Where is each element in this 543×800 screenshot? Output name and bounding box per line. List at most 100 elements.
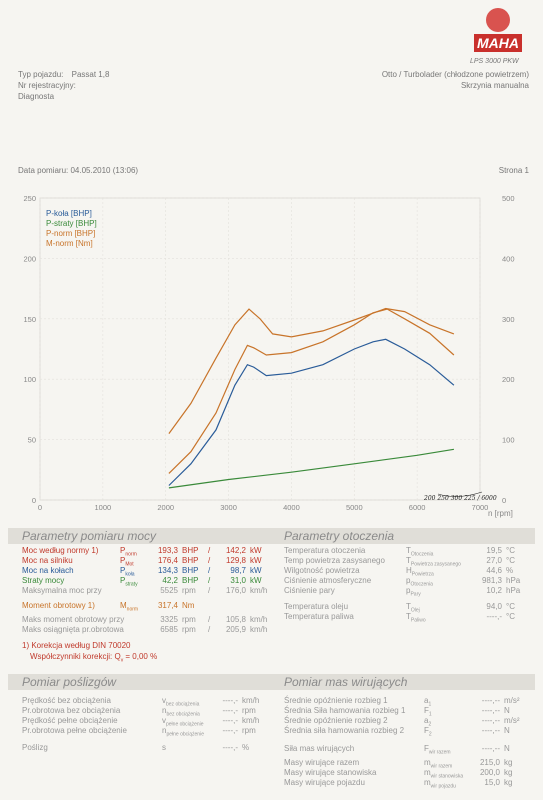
symbol-subscript: pełne obciążenie xyxy=(166,731,204,738)
ambient-label: Temp powietrza zasysanego xyxy=(284,556,385,565)
x-tick-label: 3000 xyxy=(220,503,237,512)
mass-unit: kg xyxy=(504,778,513,787)
power-row: Maksymalna moc przy 5525 rpm / 176,0 km/h xyxy=(22,586,282,596)
y-left-tick-label: 100 xyxy=(23,375,36,384)
correction-factor-sub: v xyxy=(120,657,124,664)
row-value-1: 3325 xyxy=(160,615,178,624)
row-unit-2: kW xyxy=(250,546,262,555)
row-value-2: 129,8 xyxy=(225,556,246,565)
mass-label: Masy wirujące razem xyxy=(284,758,360,767)
ambient-label: Temperatura oleju xyxy=(284,602,349,611)
row-unit-2: kW xyxy=(250,556,262,565)
symbol: s xyxy=(162,743,166,752)
chart-grid xyxy=(39,197,481,501)
maha-logo: MAHA xyxy=(468,8,528,58)
y-left-tick-label: 250 xyxy=(23,194,36,203)
x-tick-label: 0 xyxy=(38,503,42,512)
symbol-subscript: 1 xyxy=(428,711,432,718)
ambient-label: Ciśnienie pary xyxy=(284,586,335,595)
ambient-unit: % xyxy=(506,566,514,575)
ambient-params-title: Parametry otoczenia xyxy=(284,529,395,543)
row-value-1: 317,4 xyxy=(157,601,178,610)
row-unit-1: Nm xyxy=(182,601,195,610)
symbol: nbez obciążenia xyxy=(162,706,200,718)
symbol: TOlej xyxy=(406,602,420,614)
handwritten-annotation: 200 250 300 225 / 6000 xyxy=(423,495,497,502)
logo-text: MAHA xyxy=(474,34,522,52)
row-label: Maks moment obrotowy przy xyxy=(22,615,125,624)
symbol: Pstraty xyxy=(120,576,138,588)
row-unit-1: BHP xyxy=(182,556,199,565)
slip-label: Pr.obrotowa pełne obciążenie xyxy=(22,726,127,735)
chart-series xyxy=(168,307,483,497)
symbol: npełne obciążenie xyxy=(162,726,204,738)
power-row: Straty mocy Pstraty 42,2 BHP / 31,0 kW xyxy=(22,576,282,588)
row-unit-1: BHP xyxy=(182,576,199,585)
ambient-value: ----,- xyxy=(486,612,502,621)
mass-unit: N xyxy=(504,744,510,753)
x-tick-label: 2000 xyxy=(157,503,174,512)
vehicle-type: Typ pojazdu: Passat 1,8 xyxy=(18,70,109,80)
ambient-unit: °C xyxy=(506,602,515,611)
handwritten-mark xyxy=(437,491,483,497)
series-line-0 xyxy=(168,338,455,486)
series-line-2 xyxy=(168,308,455,474)
symbol-subscript: bez obciążenia xyxy=(166,701,200,708)
row-unit-1: rpm xyxy=(182,625,196,634)
symbol: pPary xyxy=(406,586,421,598)
row-unit-1: rpm xyxy=(182,586,196,595)
rotating-mass-table: Średnie opóźnienie rozbieg 1 a1 ----,-- m/s… xyxy=(284,696,534,796)
slip-label: Pr.obrotowa bez obciążenia xyxy=(22,706,121,715)
row-value-1: 134,3 xyxy=(157,566,178,575)
series-line-3 xyxy=(168,307,455,434)
symbol-subscript: wir pojazdu xyxy=(430,783,456,790)
registration-label: Nr rejestracyjny: xyxy=(18,81,76,90)
slip-measurement-title: Pomiar poślizgów xyxy=(22,675,117,689)
power-row: Moc według normy 1) Pnorm 193,3 BHP / 142,2 kW xyxy=(22,546,282,558)
x-tick-label: 6000 xyxy=(409,503,426,512)
x-axis-label: n [rpm] xyxy=(488,509,513,518)
row-value-2: 142,2 xyxy=(225,546,246,555)
symbol-subscript: wir stanowiska xyxy=(430,773,464,780)
slip-label: Prędkość bez obciążenia xyxy=(22,696,111,705)
symbol: TPaliwo xyxy=(406,612,426,624)
symbol-subscript: wir razem xyxy=(428,749,451,756)
row-value-2: 205,9 xyxy=(225,625,246,634)
y-left-tick-label: 150 xyxy=(23,315,36,324)
symbol-subscript: Powietrza xyxy=(411,571,434,578)
ambient-value: 27,0 xyxy=(486,556,502,565)
symbol: HPowietrza xyxy=(406,566,434,578)
power-row: Moc na silniku PMot 176,4 BHP / 129,8 kW xyxy=(22,556,282,568)
mass-label: Masy wirujące pojazdu xyxy=(284,778,365,787)
symbol-subscript: wir razem xyxy=(430,763,453,770)
mass-value: ----,-- xyxy=(481,744,500,753)
y-right-tick-label: 500 xyxy=(502,194,515,203)
correction-factor: Współczynniki korekcji: Qv = 0,00 % xyxy=(30,652,157,666)
symbol-subscript: 1 xyxy=(428,701,432,708)
ambient-value: 94,0 xyxy=(486,602,502,611)
ambient-value: 10,2 xyxy=(486,586,502,595)
row-value-1: 176,4 xyxy=(157,556,178,565)
row-value-1: 5525 xyxy=(160,586,178,595)
y-right-tick-label: 0 xyxy=(502,496,506,505)
mass-value: ----,-- xyxy=(481,726,500,735)
symbol: vpełne obciążenie xyxy=(162,716,204,728)
row-value-2: 105,8 xyxy=(225,615,246,624)
legend-entry: P-straty [BHP] xyxy=(46,219,97,228)
row-unit-1: rpm xyxy=(182,615,196,624)
mass-value: ----,-- xyxy=(481,706,500,715)
slip-value: ----,- xyxy=(222,726,238,735)
slip-unit: rpm xyxy=(242,726,256,735)
slip-unit: km/h xyxy=(242,716,260,725)
separator: / xyxy=(208,586,211,595)
ambient-label: Temperatura paliwa xyxy=(284,612,354,621)
mass-unit: m/s² xyxy=(504,716,520,725)
symbol-subscript: bez obciążenia xyxy=(166,711,200,718)
row-value-2: 176,0 xyxy=(225,586,246,595)
symbol: Pkoła xyxy=(120,566,135,578)
x-tick-label: 1000 xyxy=(95,503,112,512)
measurement-params-table: Moc według normy 1) Pnorm 193,3 BHP / 142,2 kW… xyxy=(22,546,282,686)
y-right-tick-label: 200 xyxy=(502,375,515,384)
mass-label: Średnia siła hamowania rozbieg 2 xyxy=(284,726,405,735)
symbol: vbez obciążenia xyxy=(162,696,200,708)
